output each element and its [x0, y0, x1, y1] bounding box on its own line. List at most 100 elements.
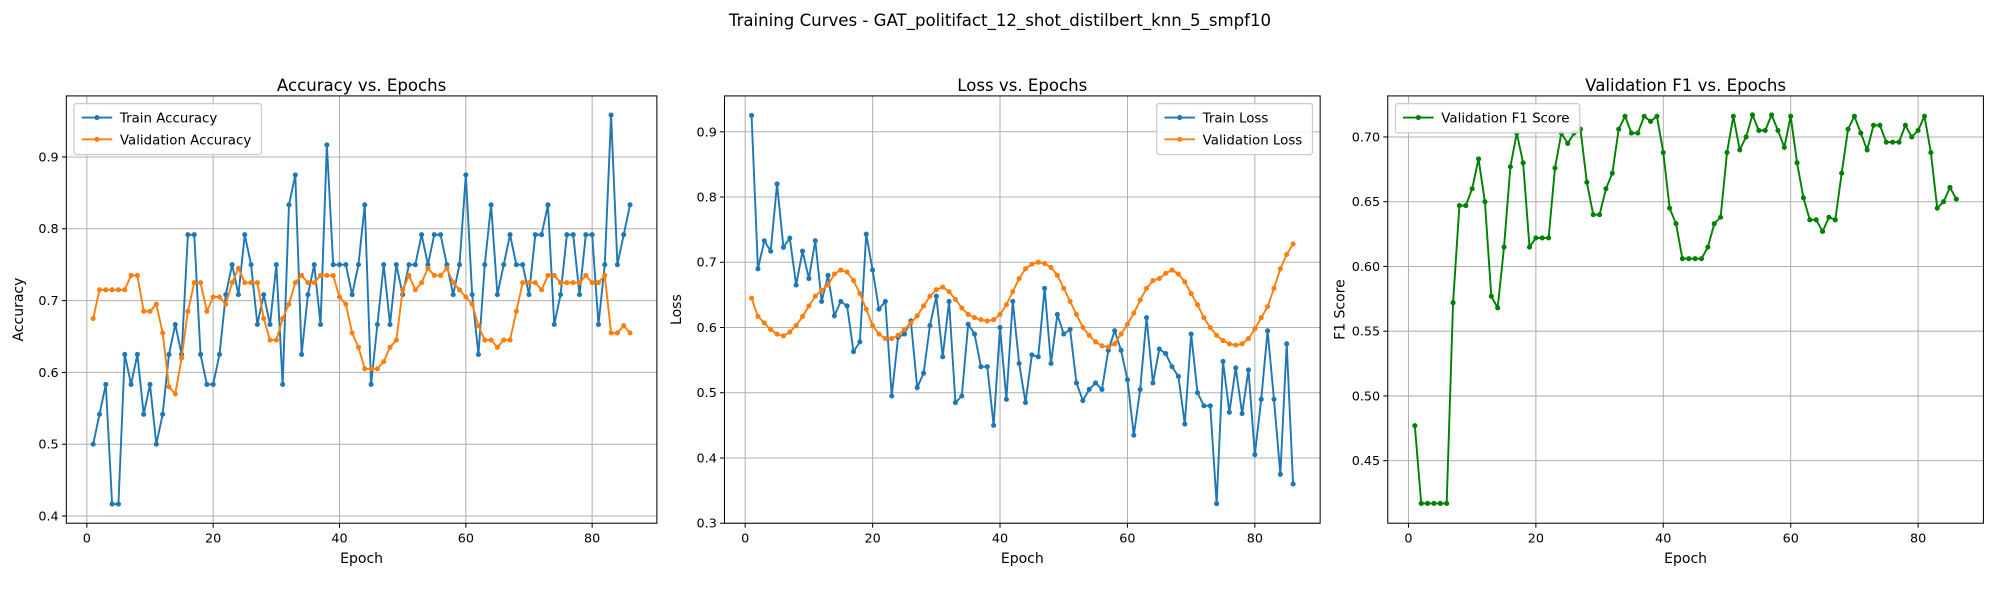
data-point	[412, 287, 418, 293]
data-point	[959, 305, 965, 311]
data-point	[812, 238, 818, 244]
data-point	[1220, 338, 1226, 344]
y-tick-label: 0.3	[697, 517, 717, 532]
data-point	[761, 238, 767, 244]
data-point	[1143, 285, 1150, 291]
data-point	[978, 364, 984, 370]
data-point	[1794, 160, 1800, 166]
data-point	[761, 320, 767, 326]
data-point	[1820, 228, 1826, 235]
data-point	[286, 202, 292, 208]
data-point	[1010, 298, 1016, 304]
data-point	[90, 315, 96, 322]
y-tick-label: 0.65	[1352, 195, 1380, 210]
data-point	[1137, 386, 1143, 393]
data-point	[1616, 126, 1622, 132]
x-tick-label: 20	[1528, 531, 1544, 546]
data-point	[1730, 113, 1736, 119]
data-point	[96, 411, 103, 417]
data-point	[844, 303, 850, 309]
data-point	[501, 262, 507, 268]
data-point	[749, 112, 755, 119]
data-point	[1277, 471, 1283, 477]
data-point	[1807, 217, 1813, 223]
data-point	[286, 301, 292, 307]
data-point	[1769, 112, 1775, 118]
series-line	[1413, 112, 1958, 505]
y-tick-label: 0.6	[38, 366, 58, 381]
data-point	[147, 308, 153, 314]
data-point	[831, 271, 837, 277]
data-point	[1048, 360, 1054, 366]
x-tick-label: 20	[864, 531, 880, 546]
legend-label: Validation Loss	[1203, 133, 1303, 148]
data-point	[1953, 196, 1959, 202]
data-point	[1813, 217, 1819, 223]
data-point	[1711, 221, 1717, 227]
data-point	[1022, 399, 1029, 406]
data-point	[254, 321, 260, 328]
data-point	[539, 287, 545, 293]
data-point	[1188, 291, 1194, 297]
data-point	[387, 344, 393, 350]
data-point	[768, 248, 774, 254]
data-point	[1207, 403, 1213, 409]
chart-panel: 0 20 40 60 80 0.4 0.5 0.6 0.7 0.8 0.9 Accuracy vs. …	[11, 76, 658, 567]
data-point	[812, 293, 818, 299]
data-point	[1692, 256, 1698, 262]
data-point	[419, 280, 425, 286]
x-tick-label: 0	[1404, 531, 1412, 546]
legend-label: Train Loss	[1202, 112, 1269, 127]
data-point	[90, 441, 96, 447]
data-point	[1048, 264, 1054, 271]
chart-title: Validation F1 vs. Epochs	[1585, 76, 1786, 95]
data-point	[349, 330, 355, 336]
data-point	[488, 202, 494, 208]
data-point	[494, 344, 500, 350]
y-axis-label: Accuracy	[11, 278, 27, 342]
data-point	[520, 280, 526, 286]
data-point	[1239, 411, 1245, 417]
data-point	[197, 280, 204, 286]
data-point	[901, 331, 908, 337]
data-point	[1743, 134, 1749, 140]
data-point	[589, 280, 595, 286]
data-point	[1775, 127, 1781, 134]
data-point	[216, 294, 223, 300]
legend-marker	[94, 115, 100, 121]
data-point	[1437, 500, 1443, 506]
data-point	[1233, 342, 1239, 348]
data-point	[242, 280, 248, 286]
data-point	[570, 232, 576, 238]
data-point	[1252, 452, 1258, 458]
data-point	[1552, 165, 1558, 171]
data-point	[570, 280, 576, 286]
data-point	[1054, 272, 1060, 278]
data-point	[755, 313, 761, 319]
data-point	[406, 272, 412, 279]
data-point	[1290, 241, 1296, 247]
data-point	[1469, 186, 1475, 192]
data-point	[984, 318, 990, 324]
data-point	[952, 399, 958, 406]
data-point	[1947, 184, 1953, 191]
data-point	[1705, 244, 1711, 250]
data-point	[355, 344, 362, 350]
data-point	[456, 287, 463, 293]
data-point	[450, 292, 456, 298]
data-point	[1271, 285, 1277, 291]
data-point	[204, 308, 210, 314]
data-point	[838, 298, 844, 304]
data-point	[1686, 256, 1692, 262]
data-point	[1029, 352, 1035, 358]
data-point	[204, 381, 210, 387]
data-point	[627, 202, 633, 208]
data-point	[362, 366, 368, 372]
data-point	[488, 337, 494, 343]
data-point	[971, 315, 978, 321]
legend: Train Loss Validation Loss	[1156, 102, 1314, 156]
data-point	[343, 262, 349, 268]
x-tick-label: 0	[741, 531, 749, 546]
data-point	[889, 336, 895, 342]
y-tick-label: 0.9	[38, 150, 58, 165]
